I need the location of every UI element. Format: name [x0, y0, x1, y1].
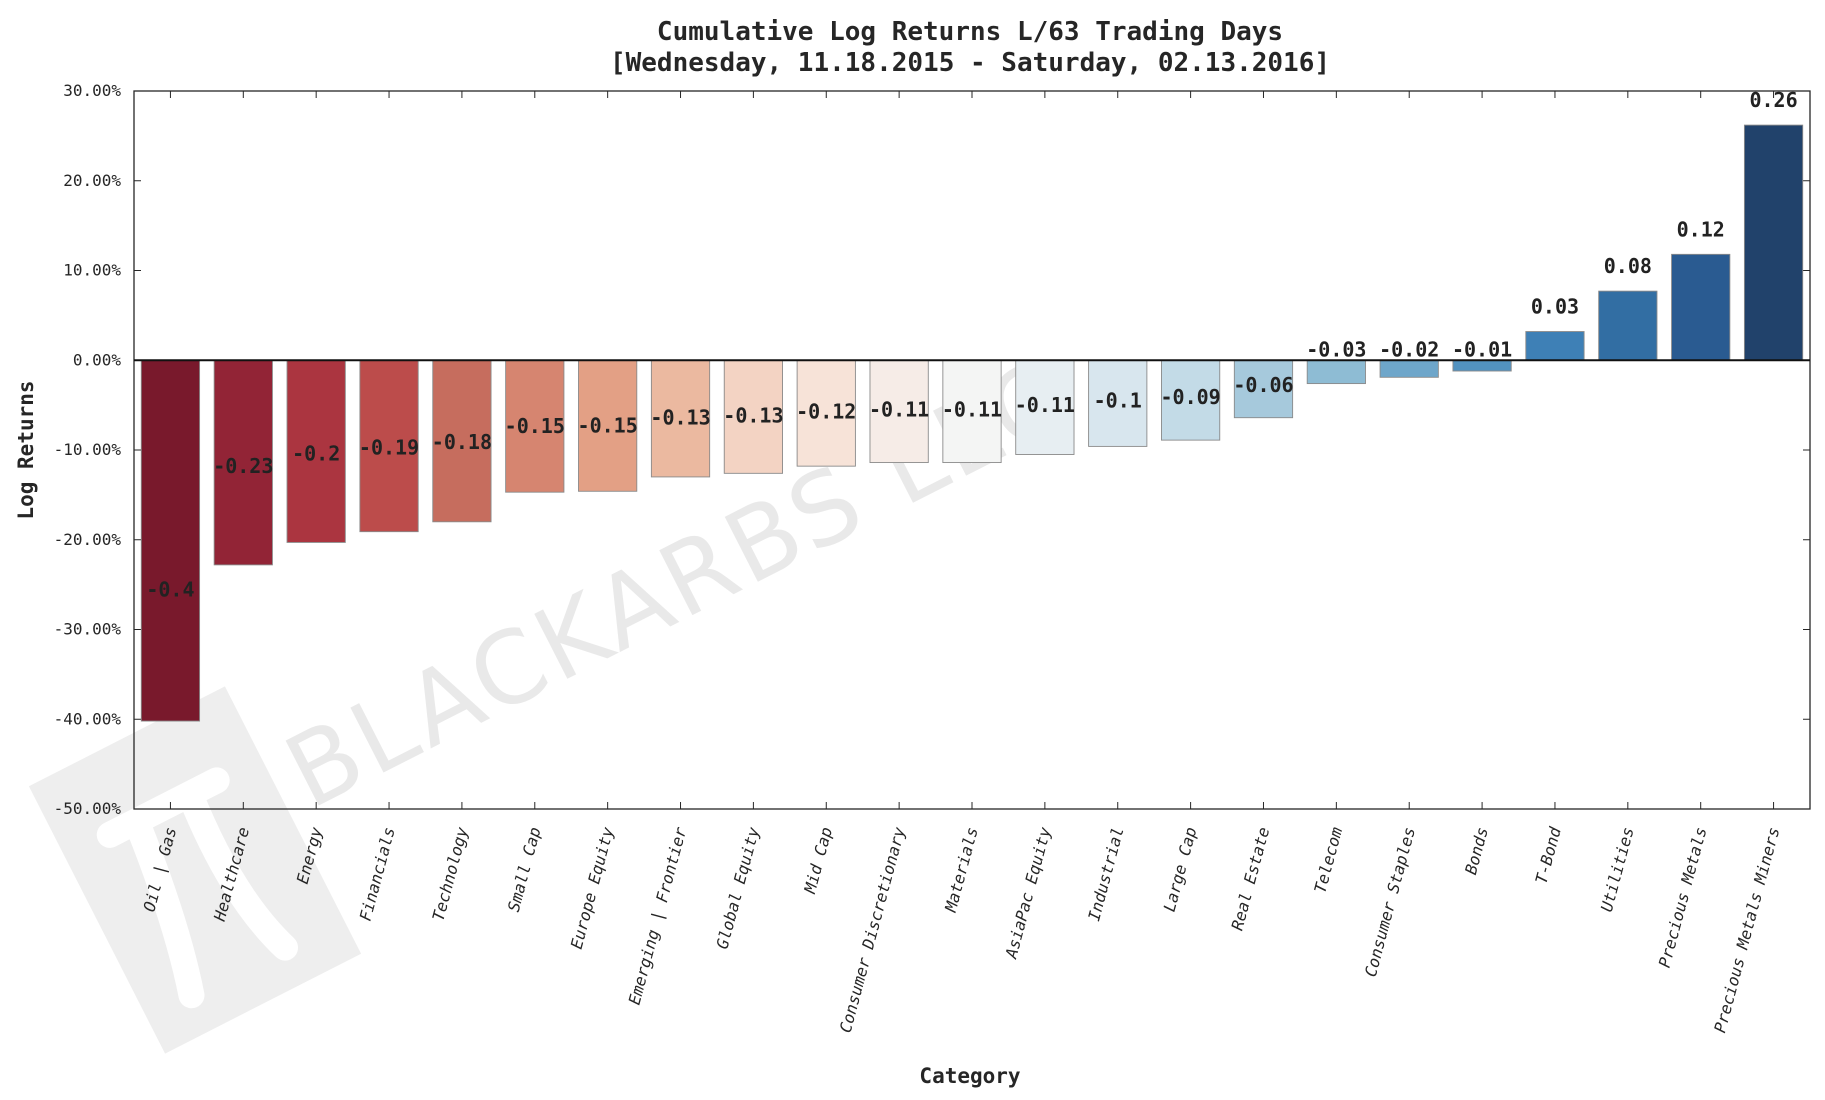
bar	[432, 359, 492, 523]
bar	[1743, 124, 1804, 361]
data-label: -0.23	[213, 454, 273, 478]
y-tick-label: 20.00%	[63, 171, 121, 190]
x-tick-label: Materials	[941, 825, 982, 915]
bar	[723, 359, 783, 474]
x-tick-label: Telecom	[1310, 825, 1346, 895]
data-label: -0.1	[1094, 389, 1142, 413]
bar	[869, 359, 929, 464]
x-tick-label: Europe Equity	[567, 825, 618, 951]
data-label: 0.08	[1604, 254, 1652, 278]
data-label: -0.11	[942, 398, 1002, 422]
y-tick-label: 0.00%	[73, 350, 122, 369]
data-label: -0.11	[1015, 393, 1075, 417]
data-label: -0.19	[359, 436, 419, 460]
chart-subtitle: [Wednesday, 11.18.2015 - Saturday, 02.13…	[610, 48, 1330, 78]
y-tick-label: 10.00%	[63, 261, 121, 280]
x-tick-label: Small Cap	[504, 825, 545, 914]
data-label: -0.02	[1379, 337, 1439, 361]
x-tick-label: Bonds	[1461, 825, 1492, 876]
bar	[1088, 359, 1148, 447]
data-label: -0.4	[146, 578, 194, 602]
bar	[1598, 290, 1658, 361]
data-label: -0.15	[505, 414, 565, 438]
x-tick-label: Consumer Staples	[1361, 825, 1419, 979]
data-label: 0.12	[1677, 217, 1725, 241]
x-tick-label: Industrial	[1084, 825, 1127, 923]
bar	[1671, 253, 1731, 361]
bar	[140, 359, 201, 722]
data-label: 0.03	[1531, 295, 1579, 319]
bar	[796, 359, 856, 467]
data-label: -0.2	[292, 441, 340, 465]
x-tick-label: Financials	[356, 825, 399, 923]
pi-logo-icon	[28, 686, 362, 1054]
bar	[1161, 359, 1221, 441]
data-label: 0.26	[1749, 88, 1797, 112]
x-tick-label: Mid Cap	[800, 825, 836, 896]
data-label: -0.15	[578, 413, 638, 437]
data-label: -0.09	[1160, 385, 1220, 409]
bar	[213, 359, 273, 566]
bar	[1015, 359, 1075, 455]
data-label: -0.03	[1306, 337, 1366, 361]
x-tick-label: Precious Metals Miners	[1710, 825, 1783, 1035]
data-label: -0.13	[723, 403, 783, 427]
y-tick-label: -40.00%	[54, 709, 122, 728]
chart-title: Cumulative Log Returns L/63 Trading Days	[657, 17, 1283, 47]
data-label: -0.06	[1233, 373, 1293, 397]
data-label: -0.13	[650, 405, 710, 429]
y-tick-label: 30.00%	[63, 81, 121, 100]
data-label: -0.12	[796, 399, 856, 423]
data-label: -0.01	[1452, 337, 1512, 361]
y-tick-label: -30.00%	[54, 620, 122, 639]
bar	[359, 359, 419, 533]
x-tick-label: Emerging | Frontier	[625, 825, 691, 1007]
y-tick-label: -20.00%	[54, 530, 122, 549]
x-tick-label: AsiaPac Equity	[1001, 825, 1055, 962]
bar	[286, 359, 346, 543]
x-tick-label: Precious Metals	[1655, 825, 1711, 969]
data-label: -0.11	[869, 398, 929, 422]
bar	[1306, 359, 1366, 385]
bar	[650, 359, 711, 478]
bar	[1525, 331, 1585, 361]
y-tick-label: -10.00%	[54, 440, 122, 459]
x-tick-label: Large Cap	[1160, 825, 1201, 914]
bar	[942, 359, 1002, 464]
y-tick-label: -50.00%	[54, 799, 122, 818]
x-tick-label: Consumer Discretionary	[836, 825, 909, 1035]
x-tick-label: Utilities	[1597, 825, 1638, 914]
bar	[1452, 359, 1512, 372]
data-label: -0.18	[432, 430, 492, 454]
x-tick-label: Global Equity	[712, 825, 763, 951]
bar	[1379, 359, 1439, 378]
x-axis-title: Category	[919, 1064, 1021, 1088]
x-tick-label: Technology	[428, 825, 471, 923]
bar	[1233, 359, 1294, 419]
bar	[505, 359, 565, 493]
y-axis-title: Log Returns	[14, 380, 38, 519]
x-tick-label: T-Bond	[1532, 825, 1565, 886]
x-tick-label: Real Estate	[1228, 825, 1274, 932]
